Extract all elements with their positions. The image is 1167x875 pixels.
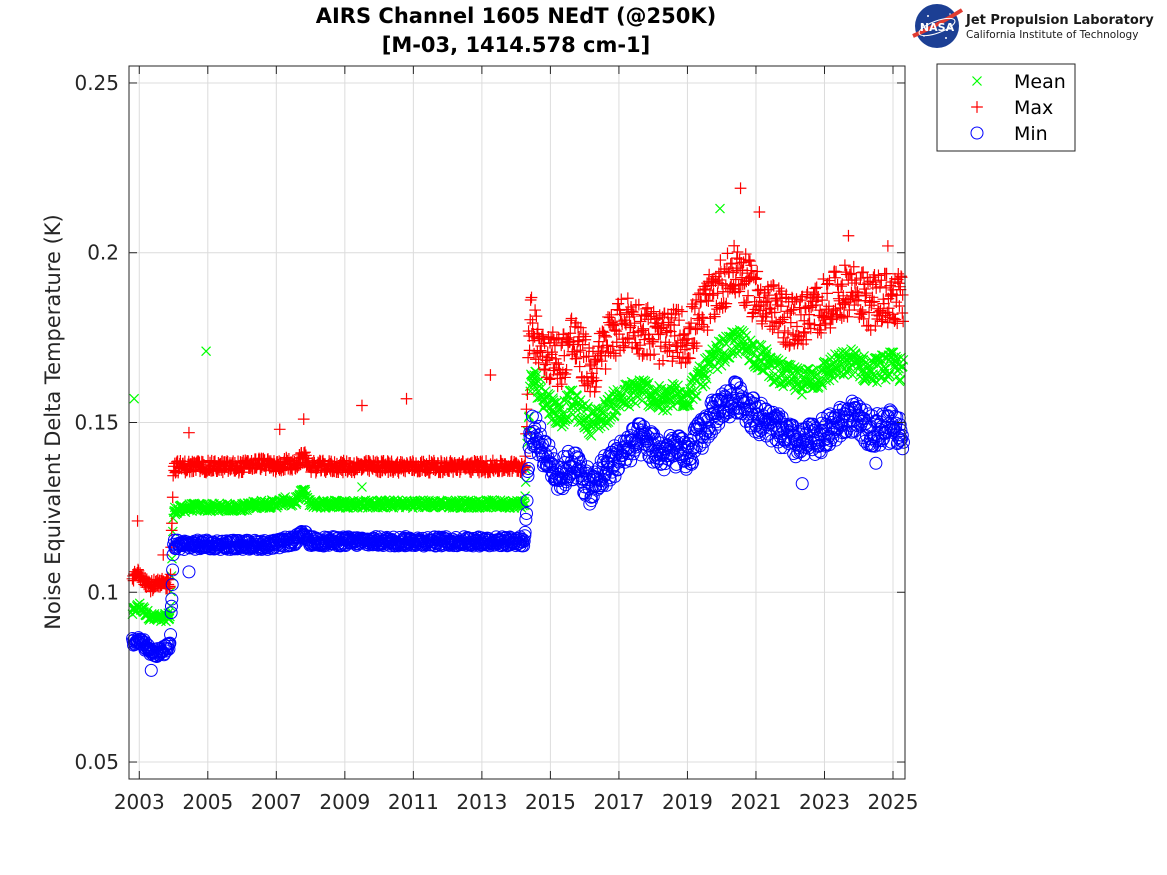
data-point xyxy=(606,412,617,422)
y-tick-label: 0.25 xyxy=(74,71,119,95)
data-point xyxy=(597,404,608,415)
jpl-subname: California Institute of Technology xyxy=(966,29,1138,41)
data-point xyxy=(558,419,569,430)
data-point xyxy=(565,385,576,396)
x-tick-label: 2005 xyxy=(182,790,233,814)
x-tick-label: 2019 xyxy=(662,790,713,814)
x-tick-label: 2017 xyxy=(593,790,644,814)
legend-label-max: Max xyxy=(1014,97,1053,119)
data-point xyxy=(551,397,562,408)
data-point xyxy=(165,611,175,622)
x-tick-label: 2007 xyxy=(251,790,302,814)
data-point xyxy=(527,378,538,389)
chart-title-line-2: [M-03, 1414.578 cm-1] xyxy=(382,33,651,57)
legend-label-mean: Mean xyxy=(1014,71,1066,93)
legend: Mean Max Min xyxy=(936,63,1076,152)
nasa-badge-text: NASA xyxy=(920,21,955,34)
x-tick-label: 2011 xyxy=(388,790,439,814)
data-point xyxy=(520,491,531,501)
x-tick-label: 2021 xyxy=(731,790,782,814)
data-point xyxy=(536,383,547,394)
data-points xyxy=(126,182,910,677)
series-mean xyxy=(127,203,909,627)
data-point xyxy=(535,374,546,385)
y-tick-label: 0.2 xyxy=(87,241,119,265)
x-tick-label: 2009 xyxy=(319,790,370,814)
data-point xyxy=(576,413,587,424)
data-point xyxy=(523,412,534,423)
legend-label-min: Min xyxy=(1014,123,1048,145)
x-tick-label: 2023 xyxy=(799,790,850,814)
jpl-name: Jet Propulsion Laboratory xyxy=(965,13,1154,28)
x-tick-label: 2013 xyxy=(456,790,507,814)
y-axis-label: Noise Equivalent Delta Temperature (K) xyxy=(41,214,65,630)
x-tick-label: 2025 xyxy=(868,790,919,814)
y-tick-label: 0.1 xyxy=(87,580,119,604)
x-tick-label: 2003 xyxy=(114,790,165,814)
data-point xyxy=(624,401,635,412)
y-tick-label: 0.15 xyxy=(74,411,119,435)
y-tick-label: 0.05 xyxy=(74,750,119,774)
data-point xyxy=(300,484,310,495)
data-point xyxy=(301,490,312,501)
data-point xyxy=(167,553,177,564)
chart-title-line-1: AIRS Channel 1605 NEdT (@250K) xyxy=(316,4,717,28)
x-tick-label: 2015 xyxy=(525,790,576,814)
